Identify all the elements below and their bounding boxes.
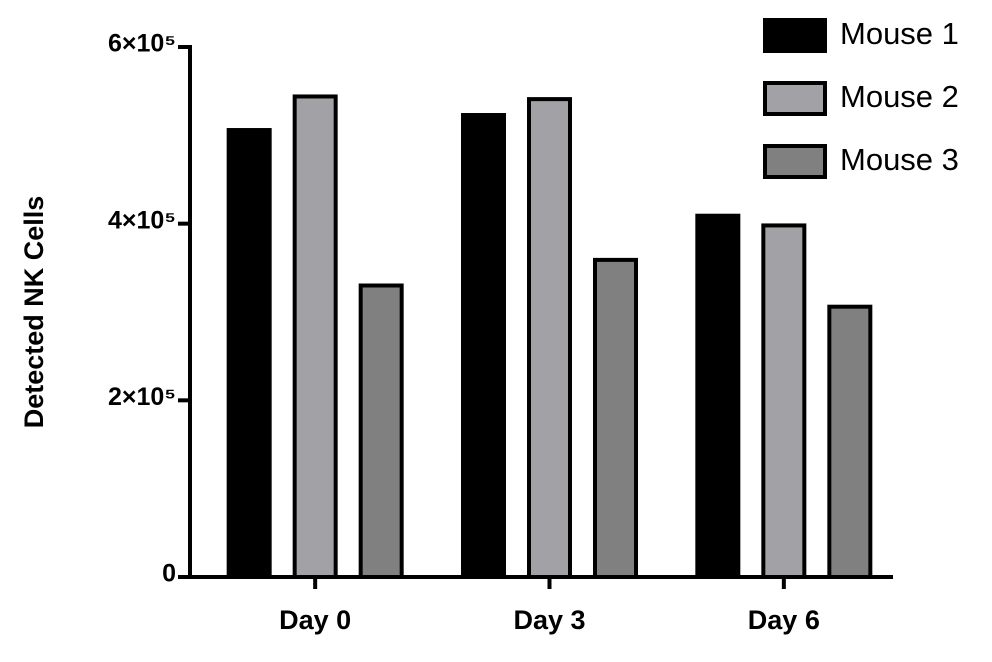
y-tick-label: 4×10⁵ — [108, 206, 176, 234]
y-tick-label: 6×10⁵ — [108, 30, 176, 58]
y-tick-label: 2×10⁵ — [108, 383, 176, 411]
bar — [827, 304, 873, 579]
x-tick-label: Day 3 — [513, 605, 585, 635]
bar — [358, 283, 404, 579]
bar — [461, 113, 506, 580]
y-axis-label: Detected NK Cells — [19, 196, 49, 429]
legend-label: Mouse 1 — [840, 16, 959, 51]
bar — [761, 223, 807, 580]
x-tick-label: Day 0 — [279, 605, 351, 635]
legend-swatch — [763, 18, 827, 53]
bar — [593, 257, 638, 579]
legend-label: Mouse 2 — [840, 79, 959, 114]
legend-swatch — [763, 81, 827, 116]
legend-swatch — [763, 144, 827, 179]
x-tick-label: Day 6 — [748, 605, 820, 635]
bar — [292, 94, 338, 579]
bar — [695, 213, 741, 579]
y-tick-label: 0 — [162, 560, 176, 588]
bar — [226, 128, 272, 580]
bar — [527, 97, 572, 579]
legend-label: Mouse 3 — [840, 142, 959, 177]
